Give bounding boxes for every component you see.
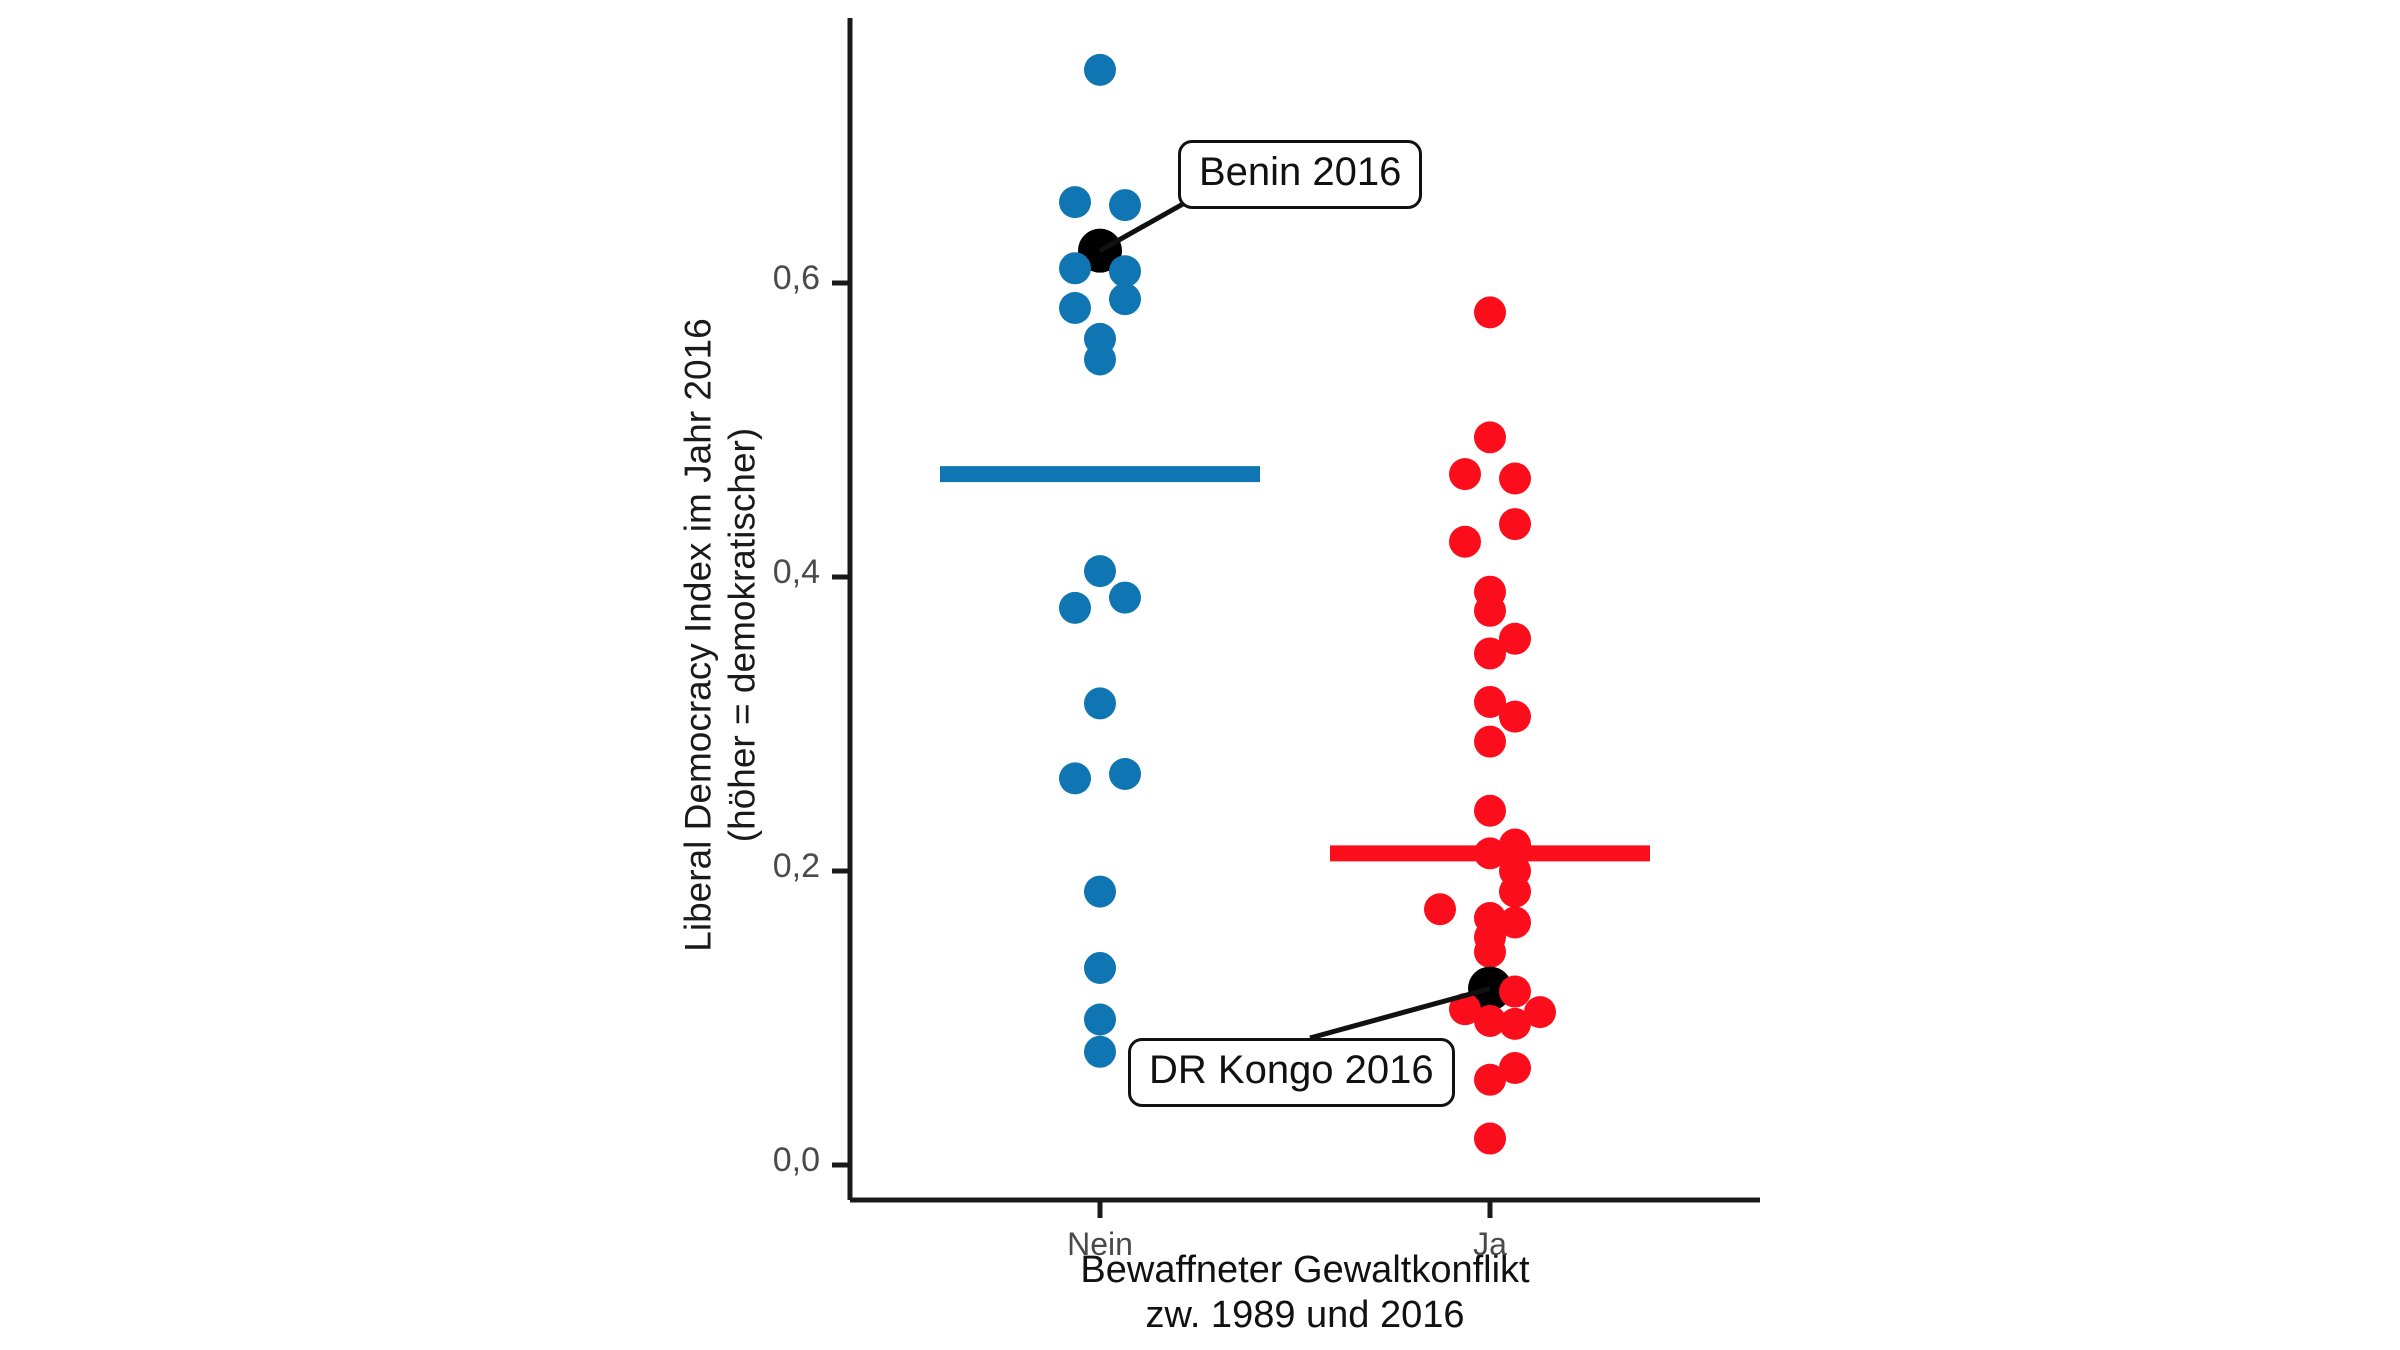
axes [832, 18, 1760, 1218]
data-point[interactable] [1084, 555, 1116, 588]
data-point[interactable] [1109, 283, 1141, 316]
data-point[interactable] [1109, 189, 1141, 222]
annotation-callout-benin[interactable]: Benin 2016 [1178, 140, 1423, 209]
x-axis-label: Bewaffneter Gewaltkonflikt zw. 1989 und … [850, 1248, 1760, 1338]
data-point[interactable] [1474, 794, 1506, 827]
data-point[interactable] [1524, 996, 1556, 1029]
data-point[interactable] [1084, 53, 1116, 86]
y-tick-label: 0,6 [772, 259, 820, 297]
data-point[interactable] [1474, 1004, 1506, 1037]
data-point[interactable] [1059, 252, 1091, 285]
data-point[interactable] [1499, 1007, 1531, 1040]
data-point[interactable] [1084, 1003, 1116, 1036]
data-point[interactable] [1499, 975, 1531, 1008]
y-tick-label: 0,2 [772, 847, 820, 885]
data-point[interactable] [1059, 291, 1091, 324]
data-point[interactable] [1084, 687, 1116, 720]
annotation-leader-lines [1098, 197, 1491, 1041]
data-point[interactable] [1499, 508, 1531, 541]
data-point[interactable] [1499, 622, 1531, 655]
data-point[interactable] [1059, 762, 1091, 795]
data-point[interactable] [1109, 581, 1141, 614]
data-point[interactable] [1474, 637, 1506, 670]
data-points [1059, 53, 1556, 1155]
data-point[interactable] [1474, 421, 1506, 454]
data-point[interactable] [1084, 1035, 1116, 1068]
x-axis-label-line1: Bewaffneter Gewaltkonflikt [1080, 1249, 1530, 1291]
y-tick-label: 0,4 [772, 553, 820, 591]
x-tick-label-nein: Nein [1067, 1226, 1133, 1262]
data-point[interactable] [1424, 893, 1456, 926]
data-point[interactable] [1499, 462, 1531, 495]
data-point[interactable] [1449, 993, 1481, 1026]
data-point[interactable] [1109, 757, 1141, 790]
data-point[interactable] [1474, 594, 1506, 627]
mean-lines [940, 466, 1650, 862]
x-tick-label-ja: Ja [1473, 1226, 1507, 1262]
data-point[interactable] [1474, 685, 1506, 718]
y-tick-label: 0,0 [772, 1141, 820, 1179]
data-point[interactable] [1084, 343, 1116, 376]
data-point[interactable] [1059, 186, 1091, 219]
data-point[interactable] [1474, 296, 1506, 329]
data-point[interactable] [1474, 725, 1506, 758]
data-point[interactable] [1449, 458, 1481, 491]
data-point[interactable] [1084, 875, 1116, 908]
data-point[interactable] [1499, 875, 1531, 908]
data-point[interactable] [1499, 1051, 1531, 1084]
data-point[interactable] [1474, 1122, 1506, 1155]
annotation-callout-drkongo[interactable]: DR Kongo 2016 [1128, 1038, 1455, 1107]
data-point[interactable] [1059, 591, 1091, 624]
x-axis-label-line2: zw. 1989 und 2016 [1145, 1293, 1465, 1336]
data-point[interactable] [1474, 1063, 1506, 1096]
data-point[interactable] [1499, 906, 1531, 939]
leader-line-benin [1098, 197, 1192, 253]
data-point[interactable] [1499, 700, 1531, 733]
data-point[interactable] [1084, 952, 1116, 985]
data-point[interactable] [1474, 935, 1506, 968]
leader-line-drkongo [1309, 986, 1491, 1041]
data-point[interactable] [1449, 525, 1481, 558]
data-point[interactable] [1109, 255, 1141, 288]
